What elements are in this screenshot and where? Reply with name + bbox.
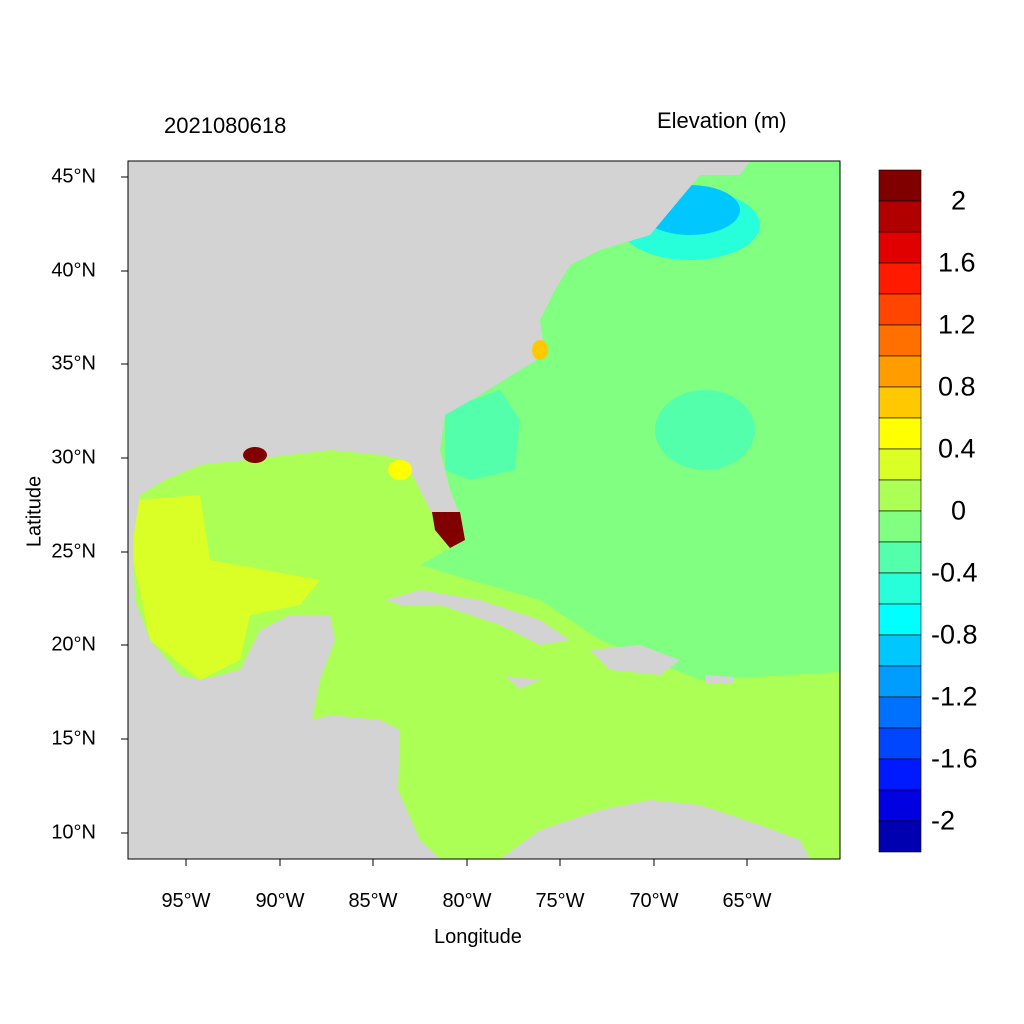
- colorbar-bin: [878, 169, 922, 202]
- y-tick-label: 35°N: [51, 352, 96, 375]
- colorbar-bin: [878, 541, 922, 574]
- south-florida-surge: [432, 512, 465, 548]
- x-tick-label: 85°W: [348, 890, 398, 912]
- colorbar-bin: [878, 603, 922, 636]
- colorbar-bin: [878, 758, 922, 791]
- louisiana-surge: [243, 447, 267, 463]
- colorbar-label: -1.6: [931, 743, 978, 774]
- colorbar-label: -0.8: [931, 619, 978, 650]
- colorbar-bin: [878, 293, 922, 326]
- colorbar-label: 1.2: [938, 309, 976, 340]
- map-area: [128, 161, 840, 859]
- big-bend-surge: [388, 460, 412, 480]
- colorbar-label: 0: [951, 495, 967, 526]
- colorbar-bin: [878, 324, 922, 357]
- y-tick-label: 10°N: [51, 821, 96, 844]
- hispaniola-land: [590, 645, 680, 675]
- timestamp-title: 2021080618: [164, 113, 287, 138]
- variable-title: Elevation (m): [657, 108, 787, 133]
- colorbar-bin: [878, 789, 922, 822]
- colorbar-bin: [878, 355, 922, 388]
- y-tick-label: 45°N: [51, 165, 96, 188]
- colorbar-label: -0.4: [931, 557, 978, 588]
- puerto-rico-land: [705, 675, 735, 684]
- jamaica-land: [505, 676, 540, 689]
- colorbar-bin: [878, 417, 922, 450]
- pamlico-surge: [532, 340, 548, 360]
- central-atlantic-low-water: [655, 390, 755, 470]
- y-tick-label: 25°N: [51, 540, 96, 563]
- x-tick-marks: [185, 859, 748, 866]
- y-tick-marks: [121, 176, 128, 834]
- colorbar-label: 2: [951, 185, 967, 216]
- y-tick-label: 20°N: [51, 633, 96, 656]
- x-axis-label: Longitude: [434, 926, 522, 948]
- colorbar-bin: [878, 448, 922, 481]
- x-tick-label: 75°W: [535, 890, 585, 912]
- colorbar-bin: [878, 200, 922, 233]
- x-tick-label: 80°W: [442, 890, 492, 912]
- x-tick-label: 90°W: [255, 890, 305, 912]
- x-tick-label: 70°W: [629, 890, 679, 912]
- colorbar-bin: [878, 262, 922, 295]
- colorbar-bin: [878, 820, 922, 853]
- plot-frame: [127, 160, 841, 860]
- colorbar-bin: [878, 634, 922, 667]
- cuba-land: [385, 590, 570, 645]
- colorbar-bin: [878, 510, 922, 543]
- colorbar-bin: [878, 572, 922, 605]
- south-america-land: [500, 800, 810, 859]
- colorbar-bin: [878, 696, 922, 729]
- colorbar-bin: [878, 665, 922, 698]
- x-tick-label: 65°W: [722, 890, 772, 912]
- y-tick-label: 30°N: [51, 446, 96, 469]
- colorbar-bin: [878, 231, 922, 264]
- colorbar-bin: [878, 727, 922, 760]
- colorbar-label: 0.8: [938, 371, 976, 402]
- north-america-land: [128, 161, 750, 859]
- western-gulf-high-water: [133, 495, 320, 680]
- colorbar-label: 0.4: [938, 433, 976, 464]
- x-tick-label: 95°W: [161, 890, 211, 912]
- y-tick-label: 15°N: [51, 727, 96, 750]
- florida-coast-low-water: [445, 390, 520, 480]
- colorbar: [878, 169, 922, 853]
- colorbar-bin: [878, 386, 922, 419]
- y-axis-label: Latitude: [23, 475, 46, 548]
- colorbar-bin: [878, 479, 922, 512]
- colorbar-label: -1.2: [931, 681, 978, 712]
- y-tick-label: 40°N: [51, 259, 96, 282]
- colorbar-label: 1.6: [938, 247, 976, 278]
- colorbar-label: -2: [931, 805, 956, 836]
